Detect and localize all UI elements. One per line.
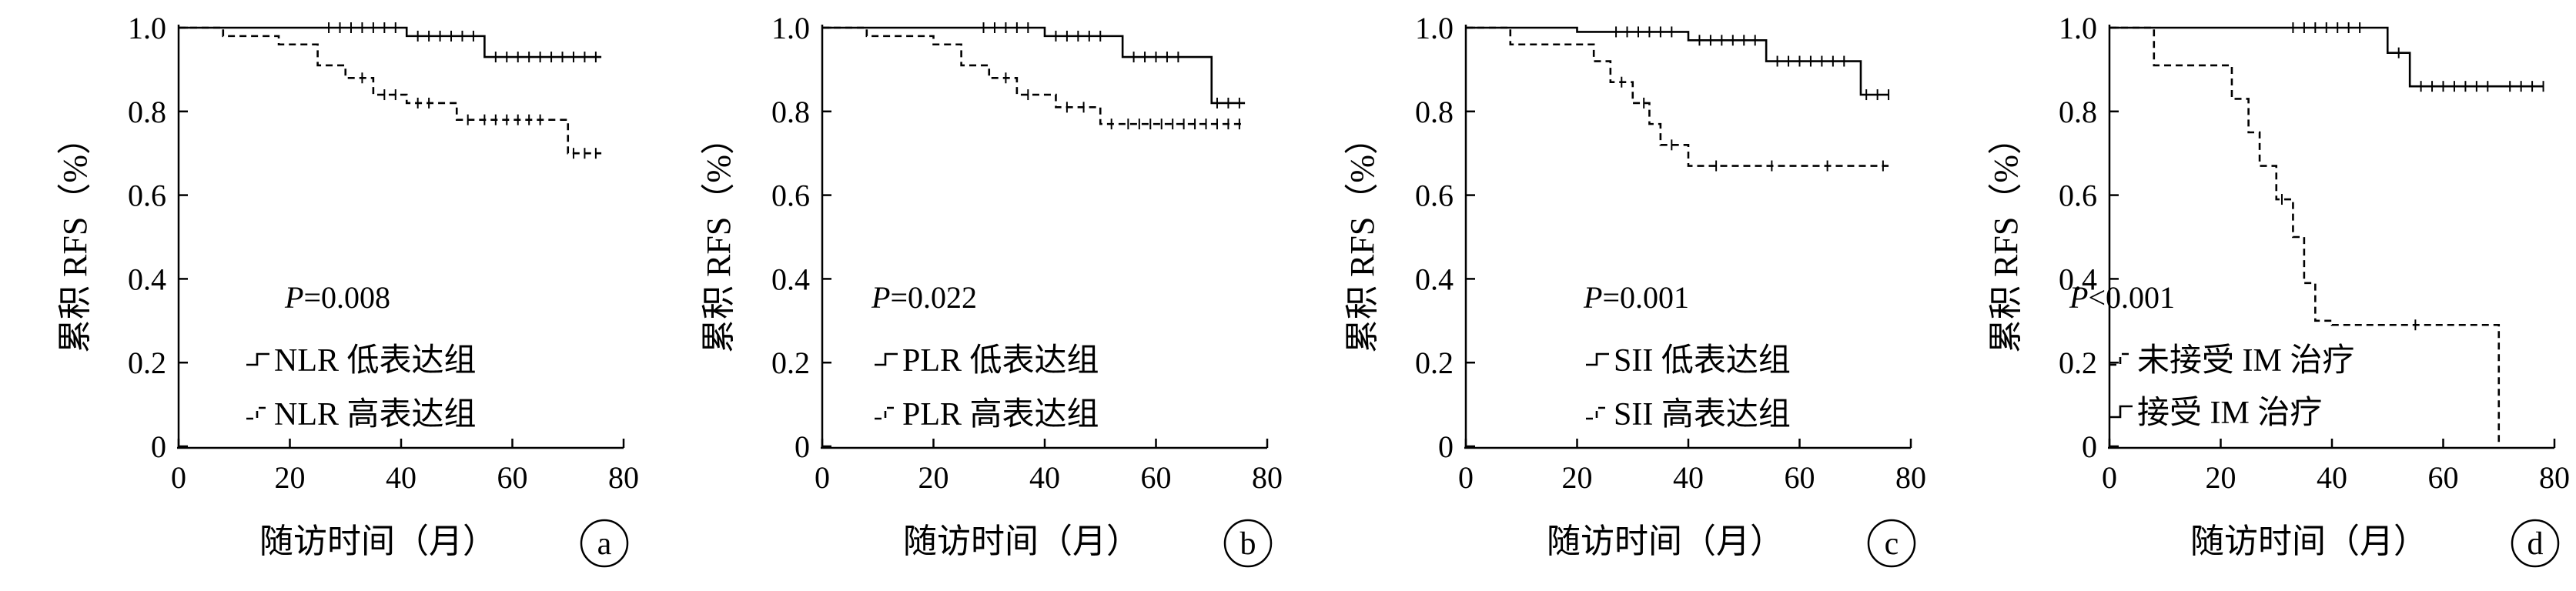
y-tick-label: 0.6: [1415, 179, 1454, 213]
y-tick-label: 0.6: [2059, 179, 2097, 213]
series-line-1: [1466, 26, 1889, 96]
legend-symbol: [875, 406, 898, 420]
legend-symbol: [246, 406, 269, 420]
panel-label-circle: [1223, 519, 1273, 568]
legend-symbol: [1586, 406, 1609, 420]
x-tick-label: 20: [275, 460, 306, 495]
legend-label: PLR 低表达组: [902, 343, 1099, 379]
y-tick-label: 0.4: [1415, 262, 1454, 296]
x-tick-label: 40: [1029, 460, 1060, 495]
y-tick-label: 0.2: [771, 346, 810, 380]
y-tick-label: 0.6: [771, 179, 810, 213]
x-tick-label: 60: [1785, 460, 1815, 495]
panel-label: d: [2527, 526, 2544, 562]
series-line-2: [179, 26, 602, 155]
x-tick-label: 40: [1673, 460, 1704, 495]
legend-symbol: [2109, 405, 2133, 419]
y-tick-label: 0.8: [1415, 95, 1454, 129]
x-tick-label: 40: [386, 460, 417, 495]
legend-label: PLR 高表达组: [902, 397, 1099, 432]
x-tick-label: 0: [1458, 460, 1474, 495]
legend-label: 接受 IM 治疗: [2137, 396, 2322, 431]
series-line-2: [822, 26, 1246, 125]
panel-label: a: [597, 526, 612, 562]
y-axis-title: 累积 RFS（%）: [1987, 121, 2025, 353]
y-tick-label: 0.2: [1415, 346, 1454, 380]
x-axis-title: 随访时间（月）: [903, 523, 1140, 560]
x-tick-label: 0: [2102, 460, 2117, 495]
y-tick-label: 0.6: [128, 179, 166, 213]
p-value: P=0.001: [1583, 280, 1689, 315]
legend-symbol: [2109, 352, 2133, 366]
chart-panel-b: 0 0.2 0.4 0.6 0.8 1.0 0 20 40 60 80 随访时间（月） 累积 RFS（%…: [644, 0, 1287, 591]
y-axis-title: 累积 RFS（%）: [1343, 121, 1381, 353]
x-tick-label: 80: [608, 460, 639, 495]
y-tick-label: 0.8: [771, 95, 810, 129]
x-tick-label: 0: [171, 460, 186, 495]
y-tick-label: 1.0: [2059, 11, 2097, 45]
y-tick-label: 0.8: [128, 95, 166, 129]
legend-label: NLR 低表达组: [274, 343, 477, 379]
legend-label: 未接受 IM 治疗: [2137, 343, 2354, 379]
legend-symbol: [1586, 352, 1609, 366]
panel-label: c: [1885, 526, 1899, 562]
x-axis-title: 随访时间（月）: [259, 523, 497, 560]
chart-panel-d: 0 0.2 0.4 0.6 0.8 1.0 0 20 40 60 80 随访时间（月） 累积 RFS（%…: [1931, 0, 2574, 591]
panel-label: b: [1240, 526, 1256, 562]
y-axis-title: 累积 RFS（%）: [56, 121, 94, 353]
legend-symbol: [246, 352, 269, 366]
y-tick-label: 0: [151, 429, 166, 464]
y-tick-label: 0.4: [771, 262, 810, 296]
y-tick-label: 0.2: [128, 346, 166, 380]
y-tick-label: 0.4: [128, 262, 166, 296]
km-chart-a: 0 0.2 0.4 0.6 0.8 1.0 0 20 40 60 80 随访时间（月） 累积 RFS（%…: [56, 11, 639, 568]
series-line-2: [2109, 26, 2544, 88]
y-tick-label: 1.0: [128, 11, 166, 45]
legend-symbol: [875, 352, 898, 366]
legend-label: SII 高表达组: [1614, 397, 1791, 432]
x-tick-label: 80: [1252, 460, 1283, 495]
x-axis-title: 随访时间（月）: [2190, 523, 2427, 560]
panel-label-circle: [2511, 519, 2560, 568]
chart-panel-c: 0 0.2 0.4 0.6 0.8 1.0 0 20 40 60 80 随访时间（月） 累积 RFS（%…: [1287, 0, 1931, 591]
y-tick-label: 1.0: [771, 11, 810, 45]
x-tick-label: 20: [2206, 460, 2236, 495]
y-tick-label: 0: [2082, 429, 2097, 464]
x-tick-label: 20: [918, 460, 949, 495]
chart-panel-a: 0 0.2 0.4 0.6 0.8 1.0 0 20 40 60 80 随访时间（月） 累积 RFS（%…: [0, 0, 644, 591]
panel-label-circle: [580, 519, 629, 568]
series-line-1: [2109, 26, 2501, 446]
km-chart-d: 0 0.2 0.4 0.6 0.8 1.0 0 20 40 60 80 随访时间（月） 累积 RFS（%…: [1987, 11, 2570, 568]
y-axis-title: 累积 RFS（%）: [700, 121, 738, 353]
series-line-1: [179, 26, 602, 58]
legend-label: NLR 高表达组: [274, 397, 477, 432]
x-tick-label: 80: [2539, 460, 2570, 495]
x-tick-label: 40: [2317, 460, 2347, 495]
x-tick-label: 80: [1895, 460, 1926, 495]
x-tick-label: 60: [1141, 460, 1172, 495]
km-chart-b: 0 0.2 0.4 0.6 0.8 1.0 0 20 40 60 80 随访时间（月） 累积 RFS（%…: [700, 11, 1283, 568]
y-tick-label: 0.2: [2059, 346, 2097, 380]
legend-label: SII 低表达组: [1614, 343, 1791, 379]
series-line-1: [822, 26, 1246, 105]
p-value: P=0.022: [871, 280, 977, 315]
series-line-2: [1466, 26, 1889, 167]
y-tick-label: 1.0: [1415, 11, 1454, 45]
p-value: P<0.001: [2069, 280, 2175, 315]
p-value: P=0.008: [284, 280, 390, 315]
km-chart-c: 0 0.2 0.4 0.6 0.8 1.0 0 20 40 60 80 随访时间（月） 累积 RFS（%…: [1343, 11, 1926, 568]
y-tick-label: 0.4: [2059, 262, 2097, 296]
y-tick-label: 0: [1438, 429, 1454, 464]
y-tick-label: 0.8: [2059, 95, 2097, 129]
panel-label-circle: [1867, 519, 1916, 568]
x-tick-label: 60: [497, 460, 528, 495]
x-axis-title: 随访时间（月）: [1547, 523, 1784, 560]
x-tick-label: 20: [1562, 460, 1593, 495]
y-tick-label: 0: [795, 429, 810, 464]
x-tick-label: 0: [815, 460, 830, 495]
x-tick-label: 60: [2428, 460, 2459, 495]
